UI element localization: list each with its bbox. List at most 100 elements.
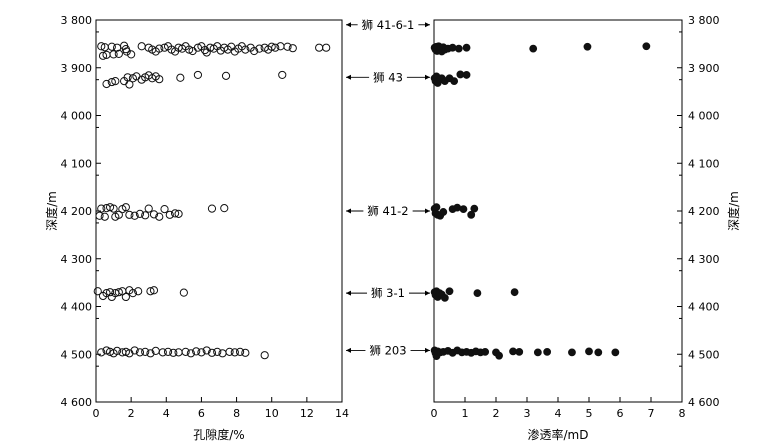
left-x-tick-label: 14	[335, 407, 349, 420]
arrowhead-left	[346, 74, 351, 80]
left-x-tick-label: 0	[93, 407, 100, 420]
left-data-point	[97, 42, 106, 51]
left-data-point	[114, 288, 123, 297]
arrowhead-right	[425, 290, 430, 296]
left-data-point	[174, 348, 183, 357]
left-data-point	[322, 43, 331, 52]
right-data-point	[459, 205, 468, 213]
right-y-tick-label: 4 600	[688, 396, 720, 409]
left-data-point	[98, 51, 108, 60]
left-data-point	[135, 348, 145, 357]
arrowhead-left	[346, 290, 351, 296]
right-data-point	[543, 347, 552, 356]
well-label: 狮 43	[373, 70, 403, 84]
right-y-tick-label: 3 800	[688, 14, 720, 27]
arrowhead-right	[425, 208, 430, 214]
well-labels: 狮 41-6-1 狮 43 狮 41-2 狮 3-1 狮 203	[346, 18, 430, 357]
left-data-point	[193, 43, 203, 52]
right-data-point	[462, 71, 471, 79]
left-data-point	[105, 203, 115, 212]
left-data-point	[283, 42, 292, 51]
arrowhead-left	[346, 22, 351, 28]
left-data-point	[315, 43, 324, 52]
left-data-point	[144, 204, 153, 213]
arrowhead-left	[346, 208, 351, 214]
right-data-point	[467, 210, 476, 219]
left-data-point	[213, 347, 222, 356]
right-x-tick-label: 7	[648, 407, 655, 420]
left-data-point	[134, 287, 143, 296]
left-data-point	[235, 347, 245, 356]
right-data-point	[515, 347, 524, 356]
right-data-point	[450, 77, 459, 86]
right-data-point	[481, 347, 490, 356]
arrowhead-right	[425, 22, 430, 28]
left-data-point	[200, 45, 210, 55]
left-y-tick-label: 4 600	[61, 396, 93, 409]
left-data-point	[121, 292, 130, 302]
left-data-point	[241, 348, 250, 357]
right-x-tick-label: 2	[493, 407, 500, 420]
well-label: 狮 41-6-1	[362, 18, 415, 32]
left-y-tick-label: 4 200	[61, 205, 93, 218]
left-y-tick-label: 4 300	[61, 253, 93, 266]
arrowhead-left	[346, 347, 351, 353]
left-data-point	[105, 288, 115, 297]
left-y-tick-label: 3 900	[61, 62, 93, 75]
right-x-tick-label: 5	[586, 407, 593, 420]
right-y-tick-label: 4 000	[688, 110, 720, 123]
left-data-point	[137, 42, 146, 51]
left-data-point	[220, 204, 229, 213]
arrowhead-right	[425, 347, 430, 353]
left-data-point	[107, 42, 116, 51]
left-y-tick-label: 3 800	[61, 14, 93, 27]
right-y-tick-label: 4 100	[688, 157, 720, 170]
left-y-tick-label: 4 500	[61, 348, 93, 361]
left-data-point	[130, 346, 139, 355]
well-label: 狮 203	[369, 343, 406, 357]
left-data-point	[288, 44, 297, 53]
left-data-point	[102, 289, 111, 298]
right-x-tick-label: 8	[679, 407, 686, 420]
right-data-point	[495, 351, 504, 360]
right-data-point	[611, 348, 620, 357]
right-y-tick-label: 4 500	[688, 348, 720, 361]
right-data-point	[585, 347, 593, 356]
right-data-point	[529, 44, 538, 53]
left-data-point	[230, 348, 239, 357]
left-data-point	[149, 286, 159, 295]
left-data-point	[207, 204, 217, 213]
left-x-tick-label: 8	[233, 407, 240, 420]
left-data-point	[125, 80, 134, 89]
right-panel-permeability: 3 800 3 900 4 000 4 100 4 200 4 300 4 400 4 500…	[431, 14, 742, 442]
right-y-tick-label: 4 200	[688, 205, 720, 218]
left-x-tick-label: 2	[128, 407, 135, 420]
left-data-point	[107, 77, 116, 87]
left-data-point	[192, 347, 201, 356]
left-data-point	[165, 210, 174, 219]
left-data-point	[111, 77, 120, 86]
right-data-point	[473, 289, 482, 298]
left-data-point	[102, 79, 111, 89]
left-data-point	[100, 212, 109, 221]
left-y-tick-label: 4 100	[61, 157, 93, 170]
left-data-point	[271, 43, 280, 52]
right-data-point	[445, 287, 454, 296]
left-data-point	[158, 348, 167, 357]
left-data-point	[163, 347, 173, 356]
right-data-point	[440, 294, 449, 302]
left-data-point	[181, 347, 190, 356]
left-data-point	[125, 210, 134, 219]
left-data-point	[174, 209, 183, 218]
left-data-point	[102, 346, 111, 355]
arrowhead-right	[425, 74, 430, 80]
left-data-point	[179, 288, 188, 297]
left-data-point	[202, 346, 211, 355]
right-y-tick-label: 3 900	[688, 62, 720, 75]
left-data-point	[186, 349, 195, 358]
left-data-point	[255, 44, 264, 53]
left-data-point	[267, 42, 276, 51]
right-data-point	[533, 348, 542, 357]
right-data-point	[510, 288, 519, 297]
